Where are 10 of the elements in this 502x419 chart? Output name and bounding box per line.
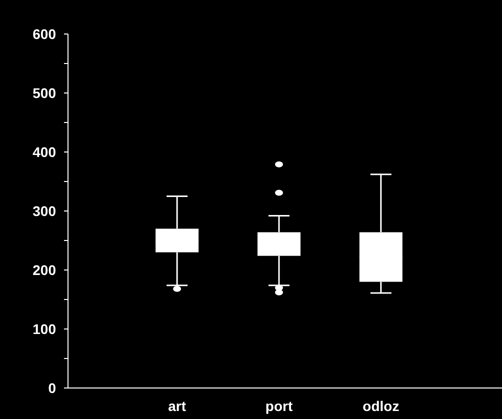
x-tick-label: odloz	[362, 398, 400, 414]
x-tick-label: art	[168, 398, 186, 414]
x-tick-label: port	[265, 398, 293, 414]
y-tick-label: 100	[32, 320, 56, 337]
y-tick-label: 0	[48, 380, 56, 396]
y-tick-label: 600	[32, 26, 56, 42]
y-tick-label: 200	[32, 262, 56, 278]
y-tick-label: 300	[32, 202, 56, 219]
y-tick-label: 400	[32, 144, 56, 160]
y-tick-label: 500	[32, 84, 56, 101]
